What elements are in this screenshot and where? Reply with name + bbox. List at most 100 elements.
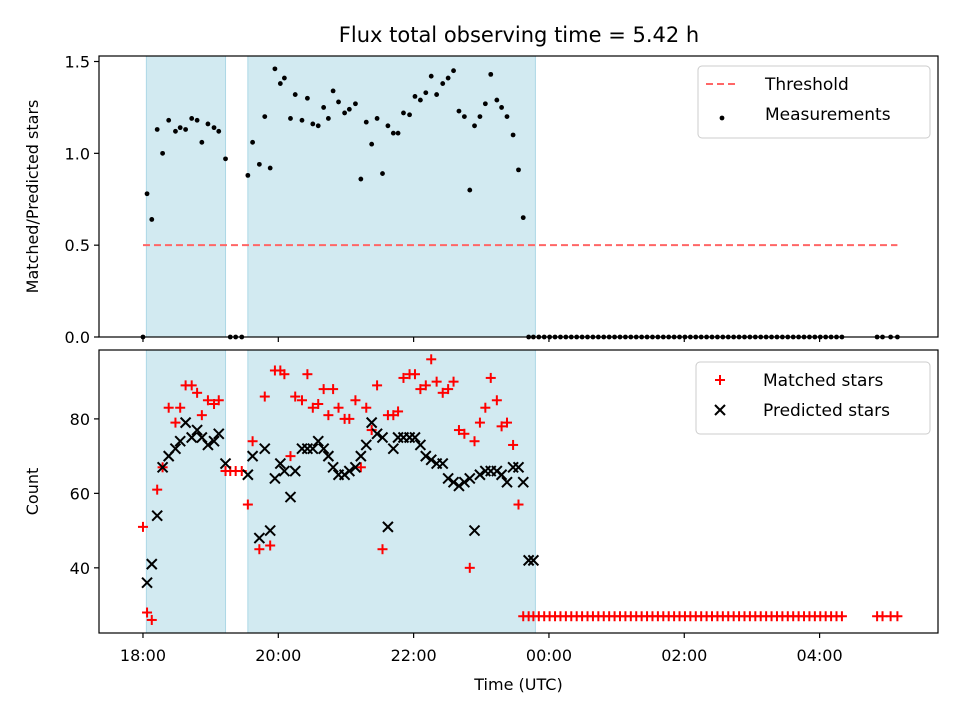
data-point [312, 435, 324, 447]
axes-frame [98, 349, 939, 634]
data-point [223, 156, 228, 162]
series-predicted-stars [141, 416, 540, 589]
data-point [443, 384, 454, 395]
data-point [420, 450, 432, 462]
data-point [194, 117, 200, 123]
data-point [420, 380, 431, 391]
data-point [290, 391, 301, 402]
data-point [296, 395, 307, 406]
legend: Matched stars Predicted stars [695, 361, 931, 435]
data-point [414, 439, 427, 451]
data-point [374, 116, 380, 121]
data-point [166, 117, 172, 123]
data-point [323, 410, 334, 421]
data-point [371, 428, 383, 440]
data-point [342, 110, 348, 116]
data-point [504, 114, 510, 120]
data-point [409, 369, 420, 380]
data-point [440, 81, 446, 86]
data-point [488, 71, 494, 77]
data-point [442, 472, 454, 485]
data-point [425, 454, 437, 466]
data-point [516, 167, 521, 173]
data-point [412, 94, 418, 99]
data-point [292, 92, 298, 97]
y-tick-label: 60 [70, 484, 90, 503]
x-tick-label: 18:00 [120, 646, 166, 665]
data-point [491, 395, 502, 406]
data-point [278, 465, 291, 477]
data-point [482, 101, 488, 107]
data-point [353, 101, 358, 107]
data-point [256, 161, 262, 167]
data-point [520, 215, 526, 221]
shaded-interval-1 [247, 349, 536, 634]
data-point [151, 509, 163, 522]
data-point [267, 165, 273, 171]
data-point [369, 141, 375, 147]
data-point [453, 480, 465, 492]
x-tick-label: 20:00 [255, 646, 301, 665]
data-point [401, 110, 406, 116]
data-point [322, 450, 335, 462]
data-point [277, 81, 283, 86]
data-point [146, 614, 157, 625]
data-point [417, 97, 423, 103]
data-point [395, 130, 401, 136]
data-point [205, 121, 211, 127]
data-point [327, 461, 339, 474]
data-point [317, 442, 330, 455]
data-point [390, 130, 396, 136]
y-axis-label: Count [23, 468, 42, 516]
y-tick-label: 40 [70, 559, 90, 578]
data-point [265, 540, 276, 551]
data-point [428, 73, 434, 79]
data-point [393, 406, 404, 417]
data-point [310, 121, 316, 127]
axes-frame [98, 55, 939, 338]
data-point [259, 391, 270, 402]
data-point [318, 384, 329, 395]
legend-label: Predicted stars [763, 401, 890, 421]
data-point [377, 544, 388, 555]
data-point [177, 125, 183, 131]
data-point [152, 484, 163, 495]
data-point [330, 88, 336, 94]
data-point [307, 442, 319, 455]
data-point [343, 465, 356, 477]
data-point [423, 90, 429, 96]
data-point [836, 611, 847, 622]
legend-label: Threshold [764, 75, 849, 95]
data-point [361, 402, 372, 413]
data-point [358, 176, 364, 182]
data-point [365, 416, 378, 429]
data-point [192, 387, 203, 398]
data-point [169, 442, 182, 455]
series-extra-1 [533, 611, 903, 622]
figure-title: Flux total observing time = 5.42 h [339, 23, 699, 47]
data-point [398, 372, 409, 383]
data-point [208, 435, 220, 447]
data-point [285, 451, 296, 462]
data-point [445, 75, 451, 81]
y-axis-label: Matched/Predicted stars [23, 100, 42, 294]
data-point [469, 436, 480, 447]
data-point [355, 450, 367, 462]
data-point [451, 68, 456, 74]
data-point [211, 125, 217, 131]
data-point [485, 372, 496, 383]
legend-label: Measurements [765, 105, 891, 125]
data-point [174, 435, 186, 447]
data-point [315, 123, 321, 129]
data-point [355, 462, 366, 473]
legend-entry: Threshold [706, 75, 849, 95]
data-point [437, 387, 448, 398]
data-point [149, 217, 155, 222]
data-point [349, 461, 362, 474]
data-point [496, 421, 507, 432]
x-tick-label: 04:00 [797, 646, 843, 665]
data-point [246, 450, 259, 462]
data-point [279, 369, 290, 380]
data-point [513, 499, 524, 510]
y-tick-label: 80 [70, 410, 90, 429]
